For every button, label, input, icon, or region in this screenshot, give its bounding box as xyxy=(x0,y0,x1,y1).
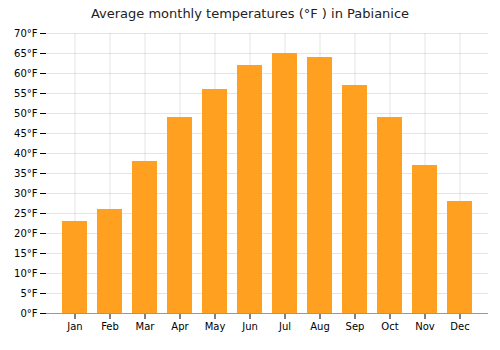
svg-text:5°F: 5°F xyxy=(20,288,37,299)
svg-text:25°F: 25°F xyxy=(14,208,38,219)
svg-text:35°F: 35°F xyxy=(14,168,38,179)
svg-text:Feb: Feb xyxy=(101,321,119,332)
svg-text:45°F: 45°F xyxy=(14,128,38,139)
svg-text:60°F: 60°F xyxy=(14,68,38,79)
svg-text:Nov: Nov xyxy=(415,321,435,332)
svg-text:70°F: 70°F xyxy=(14,28,38,39)
svg-text:Jan: Jan xyxy=(66,321,82,332)
svg-text:Apr: Apr xyxy=(171,321,189,332)
svg-text:55°F: 55°F xyxy=(14,88,38,99)
svg-text:20°F: 20°F xyxy=(14,228,38,239)
svg-text:65°F: 65°F xyxy=(14,48,38,59)
svg-text:May: May xyxy=(205,321,226,332)
svg-text:Dec: Dec xyxy=(450,321,469,332)
svg-text:Sep: Sep xyxy=(346,321,365,332)
svg-text:30°F: 30°F xyxy=(14,188,38,199)
svg-text:50°F: 50°F xyxy=(14,108,38,119)
html-text:Average monthly temperatures (: Average monthly temperatures (°F ) in Pa… xyxy=(90,6,410,21)
svg-text:Jun: Jun xyxy=(241,321,258,332)
svg-text:0°F: 0°F xyxy=(20,308,37,319)
svg-text:40°F: 40°F xyxy=(14,148,38,159)
svg-text:Jul: Jul xyxy=(278,321,291,332)
svg-text:Mar: Mar xyxy=(136,321,156,332)
svg-text:Aug: Aug xyxy=(310,321,330,332)
svg-text:10°F: 10°F xyxy=(14,268,38,279)
svg-text:Oct: Oct xyxy=(381,321,398,332)
svg-text:15°F: 15°F xyxy=(14,248,38,259)
